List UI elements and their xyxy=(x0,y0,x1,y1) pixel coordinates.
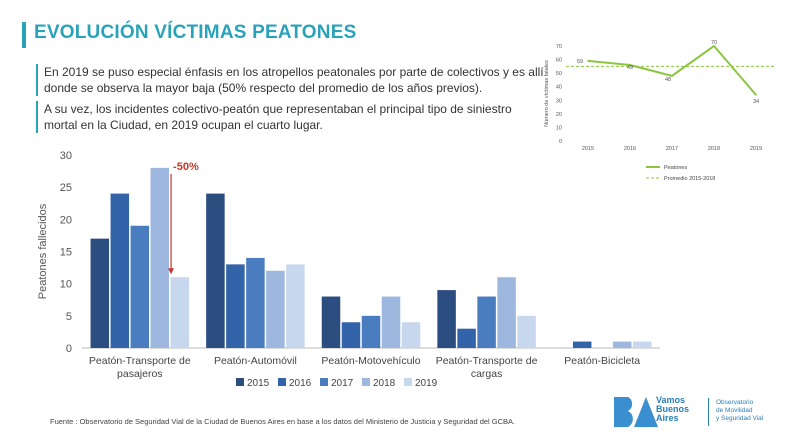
bar xyxy=(286,264,305,348)
annotation-label: -50% xyxy=(173,161,199,173)
data-label: 34 xyxy=(753,99,759,105)
legend-label: 2016 xyxy=(289,378,312,389)
bar xyxy=(266,270,285,348)
annotation-arrowhead xyxy=(168,268,175,275)
vamos-buenos-aires-logo: Vamos Buenos Aires xyxy=(656,396,706,423)
legend-swatch xyxy=(320,378,328,386)
legend-swatch xyxy=(404,378,412,386)
legend-swatch xyxy=(278,378,286,386)
bar xyxy=(497,277,516,348)
data-point xyxy=(755,94,757,96)
y-axis-label: Número de víctimas fatales xyxy=(544,60,550,127)
bar xyxy=(90,238,110,348)
bar xyxy=(477,296,496,348)
data-label: 59 xyxy=(577,59,583,65)
y-tick-label: 50 xyxy=(556,71,562,77)
logo-text: y Seguridad Vial xyxy=(716,415,764,422)
paragraph-2: A su vez, los incidentes colectivo-peató… xyxy=(36,101,544,133)
legend-label: 2018 xyxy=(373,378,396,389)
x-tick-label: 2017 xyxy=(666,146,678,152)
y-tick-label: 70 xyxy=(556,44,562,50)
paragraph-1: En 2019 se puso especial énfasis en los … xyxy=(36,64,544,96)
logo-text: Buenos xyxy=(656,404,690,414)
category-label: Peatón-Bicicleta xyxy=(564,355,640,367)
logo-text: Aires xyxy=(656,413,679,423)
data-label: 49 xyxy=(627,65,633,71)
bar xyxy=(517,315,536,348)
y-tick-label: 30 xyxy=(556,98,562,104)
legend-label: 2017 xyxy=(331,378,354,389)
bar xyxy=(381,296,401,348)
bar xyxy=(130,225,150,348)
logo-text: Observatorio xyxy=(716,399,754,406)
data-point xyxy=(713,45,715,47)
data-label: 48 xyxy=(665,77,671,83)
y-tick-label: 0 xyxy=(559,139,562,145)
data-label: 70 xyxy=(711,40,717,46)
bar xyxy=(457,328,476,348)
y-tick-label: 5 xyxy=(66,311,72,323)
bar xyxy=(401,322,421,348)
bar xyxy=(110,193,130,348)
bar xyxy=(361,315,381,348)
series-line xyxy=(587,44,757,96)
bar xyxy=(437,290,456,348)
y-tick-label: 60 xyxy=(556,58,562,64)
logo-text: de Movilidad xyxy=(716,407,753,414)
x-tick-label: 2018 xyxy=(708,146,720,152)
data-point xyxy=(629,64,631,66)
x-tick-label: 2016 xyxy=(624,146,636,152)
category-label: Peatón-Transporte de xyxy=(436,355,538,367)
y-tick-label: 10 xyxy=(556,125,562,131)
logo-divider xyxy=(708,398,709,426)
title-accent-bar xyxy=(22,22,26,48)
observatorio-logo: Observatorio de Movilidad y Seguridad Vi… xyxy=(716,399,786,423)
bar xyxy=(612,341,632,348)
page-title: EVOLUCIÓN VÍCTIMAS PEATONES xyxy=(34,22,357,43)
legend-swatch xyxy=(236,378,244,386)
bar xyxy=(572,341,592,348)
y-axis-label: Peatones fallecidos xyxy=(37,203,49,299)
source-note: Fuente : Observatorio de Seguridad Vial … xyxy=(50,417,516,426)
bar xyxy=(632,341,652,348)
data-point xyxy=(671,75,673,77)
logo-text: Vamos xyxy=(656,395,686,405)
bar xyxy=(246,257,265,348)
y-tick-label: 20 xyxy=(60,214,72,226)
x-tick-label: 2019 xyxy=(750,146,762,152)
y-tick-label: 0 xyxy=(66,343,72,355)
y-tick-label: 30 xyxy=(60,150,72,162)
x-tick-label: 2015 xyxy=(582,146,594,152)
y-tick-label: 15 xyxy=(60,247,72,259)
bar xyxy=(321,296,341,348)
legend-label: 2015 xyxy=(247,378,270,389)
category-label: pasajeros xyxy=(117,368,163,380)
legend-label: Promedio 2015-2018 xyxy=(664,176,715,182)
y-tick-label: 20 xyxy=(556,112,562,118)
bar xyxy=(170,277,190,348)
bar xyxy=(206,193,225,348)
bar xyxy=(226,264,245,348)
bar xyxy=(341,322,361,348)
y-tick-label: 25 xyxy=(60,182,72,194)
y-tick-label: 10 xyxy=(60,279,72,291)
legend-label: 2019 xyxy=(415,378,438,389)
legend-label: Peatones xyxy=(664,165,687,171)
legend-swatch xyxy=(362,378,370,386)
category-label: Peatón-Transporte de xyxy=(89,355,191,367)
ba-logo xyxy=(614,397,658,427)
data-point xyxy=(587,60,589,62)
bar xyxy=(150,167,170,348)
y-tick-label: 40 xyxy=(556,85,562,91)
category-label: cargas xyxy=(471,368,503,380)
category-label: Peatón-Motovehículo xyxy=(321,355,420,367)
category-label: Peatón-Automóvil xyxy=(214,355,297,367)
